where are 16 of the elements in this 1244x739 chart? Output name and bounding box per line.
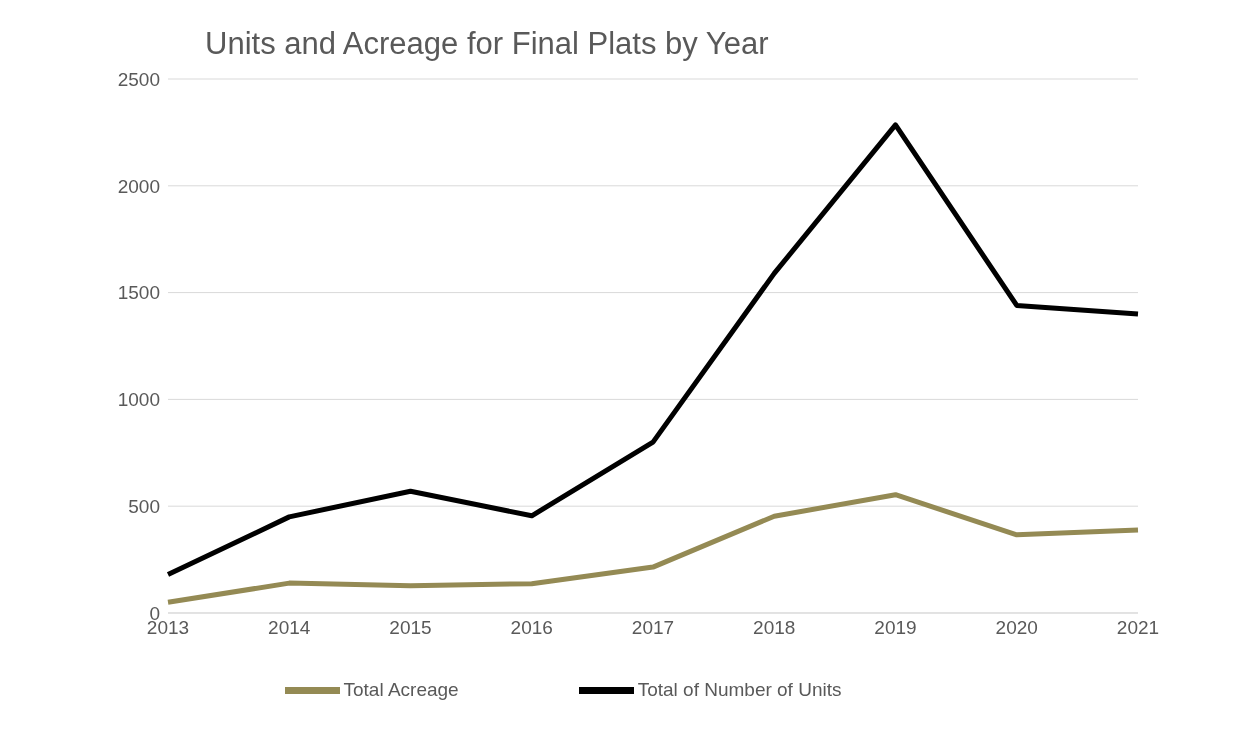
y-tick-label: 500: [128, 495, 160, 517]
legend-label: Total Acreage: [343, 678, 459, 700]
y-tick-label: 2000: [117, 175, 160, 197]
x-tick-label: 2017: [631, 617, 675, 639]
x-tick-label: 2015: [389, 617, 432, 639]
y-tick-label: 1000: [117, 389, 160, 411]
y-tick-label: 2500: [117, 68, 160, 90]
x-tick-label: 2014: [268, 617, 311, 639]
x-tick-label: 2016: [510, 617, 553, 639]
x-tick-label: 2021: [1116, 617, 1160, 639]
x-tick-label: 2019: [874, 617, 917, 639]
legend-label: Total of Number of Units: [637, 678, 842, 700]
x-tick-label: 2020: [995, 617, 1038, 639]
x-tick-label: 2018: [753, 617, 796, 639]
chart-title: Units and Acreage for Final Plats by Year: [205, 26, 769, 62]
y-tick-label: 1500: [117, 282, 160, 304]
